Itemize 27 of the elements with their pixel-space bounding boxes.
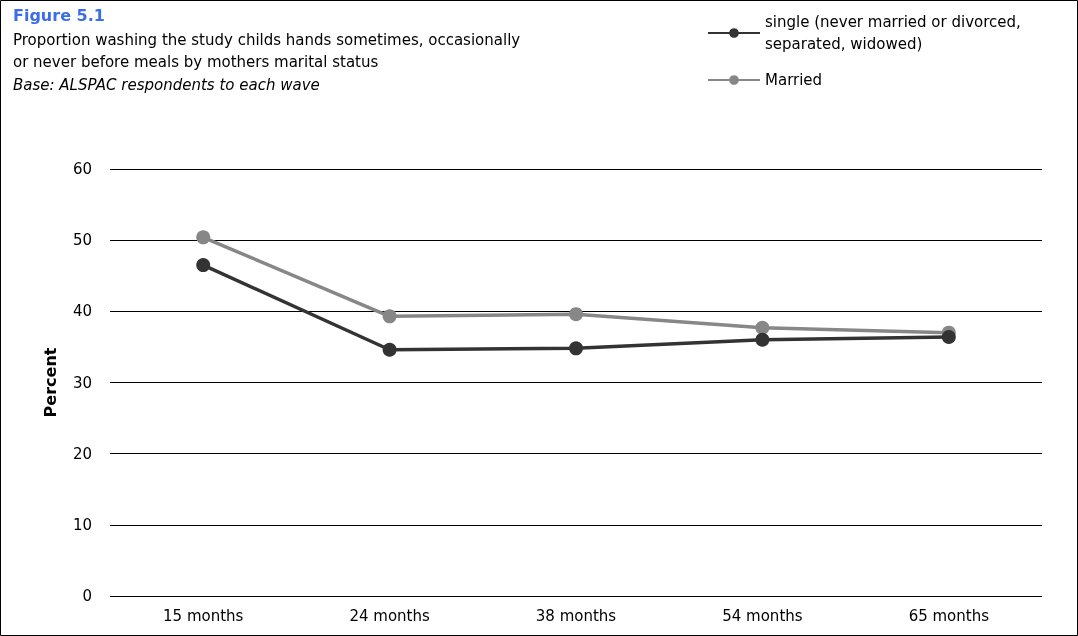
x-tick-label: 15 months (163, 606, 244, 625)
x-tick-label: 38 months (535, 606, 617, 625)
text: Base: ALSPAC respondents to each wave (13, 75, 320, 94)
y-tick-label: 0 (82, 587, 92, 605)
point (196, 230, 211, 245)
legend-label: Married (765, 71, 823, 89)
x-tick-label: 24 months (349, 606, 430, 625)
point (382, 342, 397, 357)
point (382, 309, 397, 324)
y-tick-label: 20 (72, 444, 92, 463)
chart-title: Figure 5.1 (13, 5, 105, 25)
y-tick-label: 50 (72, 231, 92, 250)
point (755, 320, 770, 335)
point (941, 329, 956, 344)
y-axis-title: Percent (40, 347, 60, 418)
legend-label: single (never married or divorced, separated, widowed) (765, 13, 1026, 53)
x-tick-label: 54 months (722, 606, 803, 625)
y-tick-label: 10 (72, 515, 92, 534)
point (569, 341, 583, 356)
y-tick-label: 30 (72, 373, 92, 392)
point (196, 258, 211, 273)
chart-subtitle: Proportion washing the study childs hands sometimes, occasionally or never before meals by mothers marital status (13, 31, 521, 71)
point (755, 332, 770, 347)
point (569, 307, 583, 322)
y-tick-label: 40 (72, 302, 92, 321)
x-tick-label: 65 months (908, 606, 990, 625)
y-tick-label: 60 (72, 160, 92, 178)
